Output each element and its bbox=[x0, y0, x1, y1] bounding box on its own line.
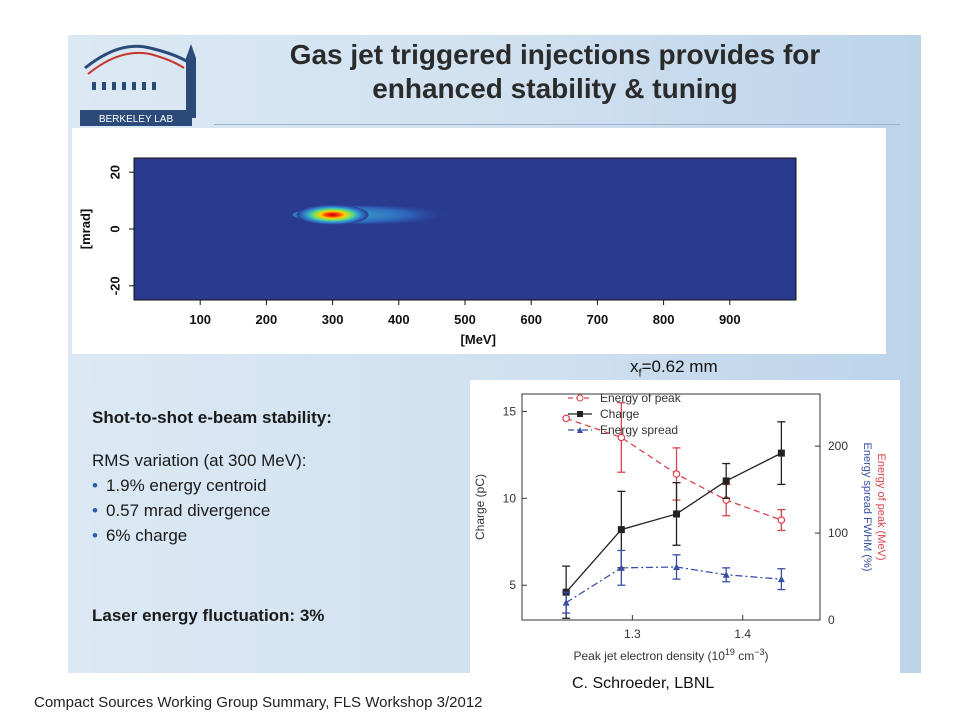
bullet-item: • 6% charge bbox=[92, 526, 188, 545]
bullet-icon: • bbox=[92, 526, 98, 545]
y-left-axis-label: Charge (pC) bbox=[473, 474, 487, 540]
stability-summary: Shot-to-shot e-beam stability: RMS varia… bbox=[92, 408, 462, 548]
x-tick-label: 500 bbox=[454, 312, 476, 327]
xf-label-main: x bbox=[630, 357, 639, 376]
bullet-icon: • bbox=[92, 501, 98, 520]
y-left-tick-label: 10 bbox=[503, 491, 517, 505]
y-right-tick-label: 200 bbox=[828, 439, 848, 453]
y-right-tick-label: 100 bbox=[828, 526, 848, 540]
xf-label: xf=0.62 mm bbox=[630, 357, 718, 379]
heatmap-hotspot bbox=[296, 204, 369, 225]
density-scan-chart: 1.3 1.4 5 10 15 0 100 200 Peak jet electron dens… bbox=[473, 391, 887, 663]
data-point bbox=[673, 563, 681, 570]
data-point bbox=[722, 571, 730, 578]
data-point bbox=[617, 526, 625, 534]
x-tick-label: 900 bbox=[719, 312, 741, 327]
x-tick-label: 100 bbox=[189, 312, 211, 327]
x-tick-label: 800 bbox=[653, 312, 675, 327]
y-axis-label: [mrad] bbox=[78, 209, 93, 249]
legend-label: Energy spread bbox=[600, 423, 678, 437]
y-tick-label: 20 bbox=[107, 165, 122, 179]
data-point bbox=[777, 516, 786, 524]
legend-marker bbox=[577, 427, 583, 433]
legend-marker bbox=[576, 394, 584, 402]
berkeley-lab-logo: BERKELEY LAB bbox=[80, 44, 196, 126]
title-divider bbox=[214, 124, 900, 125]
y-right-axis-label-top: Energy of peak (MeV) bbox=[875, 454, 887, 561]
y-left-tick-label: 5 bbox=[509, 578, 516, 592]
data-point bbox=[617, 564, 625, 571]
y-right-axis-label-bottom: Energy spread FWHM (%) bbox=[861, 443, 873, 572]
x-tick-label: 400 bbox=[388, 312, 410, 327]
data-point bbox=[722, 477, 730, 485]
series-line bbox=[565, 566, 782, 604]
data-point bbox=[617, 433, 626, 442]
credit: C. Schroeder, LBNL bbox=[572, 675, 715, 692]
x-tick-label: 200 bbox=[256, 312, 278, 327]
footer: Compact Sources Working Group Summary, F… bbox=[34, 694, 483, 711]
x-axis-label: [MeV] bbox=[461, 332, 496, 347]
electron-spectrum-heatmap: 100 200 300 400 500 600 700 800 900200-20[MeV][m… bbox=[78, 157, 797, 347]
laser-fluctuation: Laser energy fluctuation: 3% bbox=[92, 606, 325, 625]
data-point bbox=[777, 575, 785, 583]
data-point bbox=[672, 470, 681, 478]
data-point bbox=[562, 414, 570, 423]
plot-frame bbox=[521, 393, 821, 621]
stability-heading: Shot-to-shot e-beam stability: bbox=[92, 408, 332, 427]
electron-spectrum-panel: 100 200 300 400 500 600 700 800 900 20 0 -20 [MeV] [m… bbox=[72, 128, 886, 354]
data-point bbox=[673, 510, 681, 518]
x-axis-label: Peak jet electron density (1019 cm−3) bbox=[573, 647, 768, 663]
legend-label: Energy of peak bbox=[600, 391, 682, 405]
xf-label-sub: f bbox=[638, 367, 642, 380]
logo-text: BERKELEY LAB bbox=[99, 114, 174, 125]
x-tick-label: 700 bbox=[587, 312, 609, 327]
rms-line: RMS variation (at 300 MeV): bbox=[92, 451, 307, 470]
bullet-item: • 1.9% energy centroid bbox=[92, 476, 267, 495]
y-right-tick-label: 0 bbox=[828, 613, 835, 627]
x-tick-label: 1.4 bbox=[734, 627, 751, 641]
y-left-tick-label: 15 bbox=[503, 404, 517, 418]
density-scan-panel: 1.3 1.4 5 10 15 0 100 200 Peak jet electron dens… bbox=[470, 380, 900, 675]
bullet-icon: • bbox=[92, 476, 98, 495]
y-tick-label: -20 bbox=[107, 276, 122, 295]
legend-marker bbox=[577, 411, 583, 417]
heatmap-plot-area bbox=[133, 157, 797, 301]
x-tick-label: 300 bbox=[322, 312, 344, 327]
data-point bbox=[562, 599, 570, 606]
slide-title: Gas jet triggered injections provides fo… bbox=[289, 39, 821, 104]
x-tick-label: 600 bbox=[520, 312, 542, 327]
y-tick-label: 0 bbox=[107, 225, 122, 232]
legend-label: Charge bbox=[600, 407, 640, 421]
bullet-item: • 0.57 mrad divergence bbox=[92, 501, 271, 520]
data-point bbox=[777, 449, 785, 457]
x-tick-label: 1.3 bbox=[624, 627, 641, 641]
xf-label-rest: =0.62 mm bbox=[641, 357, 718, 376]
